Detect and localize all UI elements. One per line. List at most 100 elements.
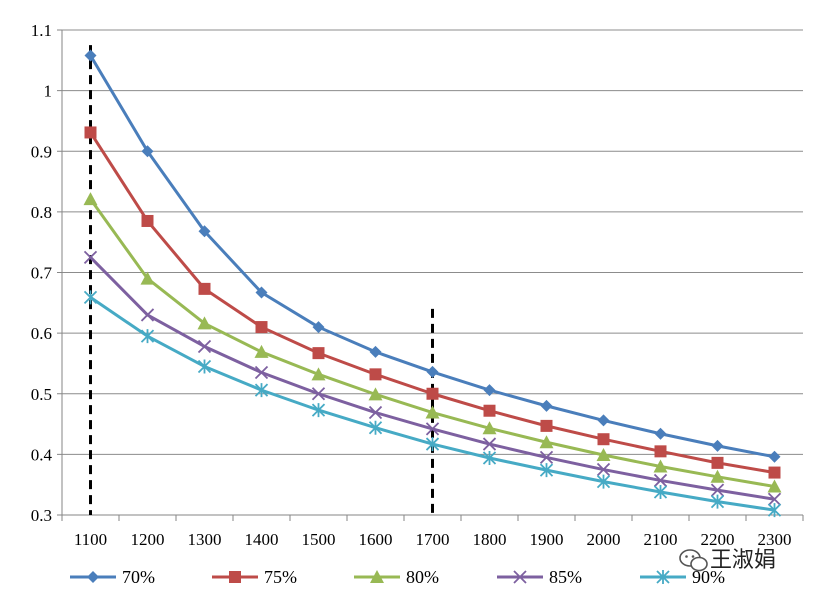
series-85-percent: [83, 250, 782, 506]
data-point: [425, 437, 440, 452]
data-point: [654, 427, 667, 440]
y-tick-label: 0.9: [31, 142, 52, 161]
data-point: [197, 316, 212, 330]
legend-label: 90%: [692, 567, 725, 587]
legend-label: 75%: [264, 567, 297, 587]
watermark: 王淑娟: [679, 548, 776, 573]
data-point: [483, 404, 496, 417]
data-point: [140, 308, 155, 322]
legend-marker: [87, 571, 99, 583]
x-tick-label: 1500: [302, 530, 336, 549]
data-point: [84, 49, 97, 62]
y-tick-label: 1.1: [31, 21, 52, 40]
data-point: [654, 445, 667, 458]
data-point: [711, 439, 724, 452]
data-point: [711, 456, 724, 469]
data-point: [767, 479, 782, 493]
series-75-percent: [84, 126, 781, 479]
y-tick-label: 0.6: [31, 324, 52, 343]
legend-label: 80%: [406, 567, 439, 587]
series-70-percent: [84, 49, 781, 463]
data-point: [254, 365, 269, 380]
data-point: [198, 225, 211, 238]
x-tick-labels: 1100 1200 1300 1400 1500 1600 1700 1800 1900 2000…: [74, 530, 792, 549]
data-point: [83, 290, 98, 305]
data-point: [482, 421, 497, 435]
data-point: [254, 344, 269, 358]
data-point: [311, 403, 326, 418]
wechat-icon: [679, 549, 708, 572]
data-point: [312, 321, 325, 334]
data-point: [141, 214, 154, 227]
x-tick-label: 1300: [188, 530, 222, 549]
legend-item: 75%: [212, 567, 297, 587]
legend-item: 70%: [70, 567, 155, 587]
x-tick-label: 2100: [644, 530, 678, 549]
annotations: [89, 45, 434, 515]
data-point: [254, 383, 269, 398]
data-point: [255, 321, 268, 334]
data-point: [653, 459, 668, 473]
data-point: [539, 435, 554, 449]
data-point: [482, 451, 497, 466]
data-point: [141, 145, 154, 158]
legend-label: 70%: [122, 567, 155, 587]
x-tick-label: 1100: [74, 530, 107, 549]
data-point: [83, 250, 98, 264]
data-point: [539, 450, 554, 465]
data-point: [368, 420, 383, 435]
series-group: [83, 49, 782, 518]
data-point: [768, 450, 781, 463]
legend-marker: [513, 570, 527, 584]
y-tick-label: 0.5: [31, 385, 52, 404]
y-tick-label: 0.3: [31, 506, 52, 525]
y-tick-label: 0.4: [31, 445, 53, 464]
data-point: [84, 126, 97, 139]
data-point: [597, 414, 610, 427]
data-point: [596, 447, 611, 461]
data-point: [198, 282, 211, 295]
legend-label: 85%: [549, 567, 582, 587]
data-point: [597, 433, 610, 446]
x-tick-label: 1700: [416, 530, 450, 549]
x-tick-label: 2000: [587, 530, 621, 549]
x-tick-label: 1900: [530, 530, 564, 549]
x-tick-label: 1800: [473, 530, 507, 549]
data-point: [426, 365, 439, 378]
data-point: [768, 466, 781, 479]
y-tick-label: 0.7: [31, 264, 53, 283]
legend-item: 85%: [497, 567, 582, 587]
data-point: [596, 462, 611, 477]
data-point: [653, 473, 668, 488]
data-point: [425, 422, 440, 436]
data-point: [311, 367, 326, 381]
data-point: [767, 503, 782, 518]
data-point: [710, 483, 725, 497]
legend-marker: [370, 570, 384, 583]
data-point: [369, 345, 382, 358]
data-point: [540, 419, 553, 432]
legend-item: 80%: [354, 567, 439, 587]
data-point: [596, 474, 611, 489]
data-point: [710, 494, 725, 509]
data-point: [540, 399, 553, 412]
gridlines: [62, 29, 803, 455]
x-tick-label: 1400: [245, 530, 279, 549]
data-point: [312, 347, 325, 360]
data-point: [368, 405, 383, 420]
data-point: [197, 359, 212, 374]
data-point: [483, 384, 496, 397]
x-tick-label: 2200: [701, 530, 735, 549]
data-point: [83, 192, 98, 206]
data-point: [539, 463, 554, 478]
data-point: [140, 271, 155, 285]
legend-item: 90%: [640, 567, 725, 587]
y-tick-labels: 0.3 0.4 0.5 0.6 0.7 0.8 0.9 1 1.1: [31, 21, 53, 525]
watermark-text: 王淑娟: [710, 548, 776, 573]
legend-marker: [229, 571, 241, 583]
y-tick-label: 0.8: [31, 203, 52, 222]
data-point: [425, 405, 440, 419]
data-point: [197, 339, 212, 354]
x-tick-label: 2300: [758, 530, 792, 549]
